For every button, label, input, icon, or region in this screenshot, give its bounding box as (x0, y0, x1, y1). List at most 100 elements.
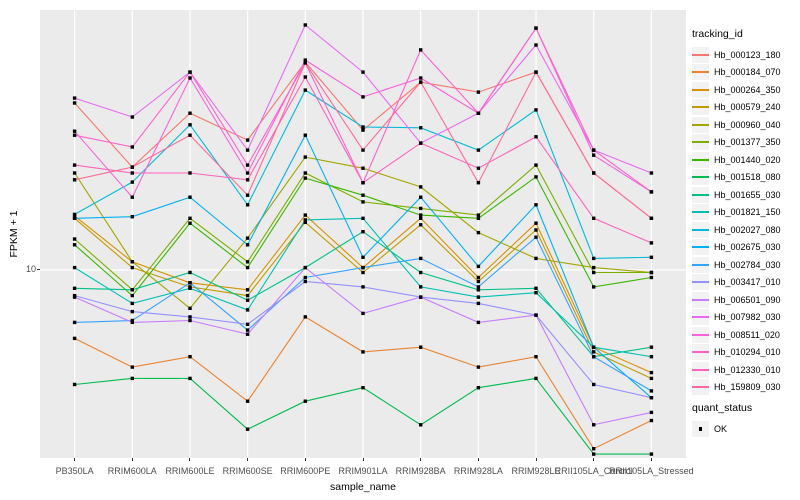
legend-title: tracking_id (692, 28, 743, 40)
line-swatch-icon (692, 88, 709, 91)
legend-key-swatch (692, 221, 709, 238)
legend-item: Hb_008511_020 (692, 326, 781, 344)
legend-item: Hb_000579_240 (692, 99, 781, 117)
x-tick-label: RRIM928BA (395, 466, 446, 476)
line-swatch-icon (692, 141, 709, 144)
line-swatch-icon (692, 71, 709, 74)
data-point (72, 178, 77, 182)
data-point (245, 322, 250, 326)
data-point (534, 355, 538, 359)
chart-panel (40, 10, 686, 458)
data-point (649, 255, 654, 259)
data-point (476, 181, 481, 185)
legend-item: Hb_001655_030 (692, 186, 781, 204)
data-point (361, 270, 365, 275)
data-point (649, 452, 654, 456)
data-point (130, 180, 134, 184)
data-point (361, 265, 365, 270)
line-swatch-icon (692, 246, 709, 249)
data-point (245, 328, 250, 332)
legend-item-label: Hb_000184_070 (714, 67, 781, 78)
data-point (419, 185, 423, 189)
legend-item-label: Hb_010294_010 (714, 347, 781, 358)
legend-item-label: Hb_159809_030 (714, 382, 781, 393)
data-point (303, 171, 307, 175)
data-point (303, 61, 307, 65)
data-point (245, 171, 250, 175)
square-point-icon (698, 427, 703, 431)
data-point (130, 288, 134, 292)
data-point (303, 155, 307, 159)
data-point (419, 216, 423, 220)
line-swatch-icon (692, 368, 709, 371)
data-point (130, 265, 134, 270)
data-point (534, 291, 538, 295)
data-point (130, 215, 134, 219)
legend-key-swatch (692, 99, 709, 116)
data-point (130, 115, 134, 119)
data-point (303, 218, 307, 222)
line-swatch-icon (692, 211, 709, 214)
data-point (361, 230, 365, 234)
data-point (245, 293, 250, 298)
data-point (361, 95, 365, 99)
data-point (72, 265, 77, 270)
legend-key-swatch (692, 361, 709, 378)
legend-key-swatch (692, 116, 709, 133)
data-point (130, 365, 134, 369)
data-point (592, 345, 596, 349)
data-point (534, 203, 538, 207)
data-point (592, 285, 596, 289)
legend-item-label: Hb_000960_040 (714, 119, 781, 130)
quant-status-key (692, 420, 709, 437)
legend-key-swatch (692, 64, 709, 81)
data-point (188, 355, 192, 359)
data-point (419, 285, 423, 289)
data-point (188, 216, 192, 220)
legend-item-label: Hb_003417_010 (714, 277, 781, 288)
x-tick-label: RRIM600PE (280, 466, 331, 476)
line-swatch-icon (692, 228, 709, 231)
data-point (72, 101, 77, 105)
data-point (592, 447, 596, 451)
data-point (592, 423, 596, 427)
data-point (476, 275, 481, 280)
data-point (534, 163, 538, 167)
data-point (592, 265, 596, 270)
x-tick-mark (362, 458, 364, 461)
data-point (245, 298, 250, 302)
data-point (419, 80, 423, 84)
data-point (303, 133, 307, 137)
data-point (361, 311, 365, 316)
legend-key-swatch (692, 204, 709, 221)
data-point (534, 376, 538, 381)
data-point (188, 306, 192, 310)
data-point (476, 264, 481, 269)
legend-key-swatch (692, 326, 709, 343)
data-point (130, 318, 134, 323)
y-tick-mark (37, 269, 40, 270)
legend-item-label: Hb_000579_240 (714, 102, 781, 113)
data-point (303, 279, 307, 284)
data-point (419, 206, 423, 211)
data-point (534, 313, 538, 317)
line-swatch-icon (692, 298, 709, 301)
data-point (130, 195, 134, 199)
data-point (245, 163, 250, 167)
data-point (476, 213, 481, 217)
data-point (419, 195, 423, 199)
legend-key-swatch (692, 169, 709, 186)
data-point (303, 213, 307, 217)
data-point (649, 171, 654, 175)
legend-key-swatch (692, 274, 709, 291)
data-point (245, 138, 250, 142)
data-point (188, 286, 192, 290)
data-point (419, 141, 423, 145)
data-point (592, 382, 596, 387)
data-point (534, 26, 538, 30)
data-point (245, 193, 250, 197)
data-point (361, 125, 365, 129)
x-tick-label: RRII105LA_Stressed (609, 466, 694, 476)
line-swatch-icon (692, 158, 709, 161)
